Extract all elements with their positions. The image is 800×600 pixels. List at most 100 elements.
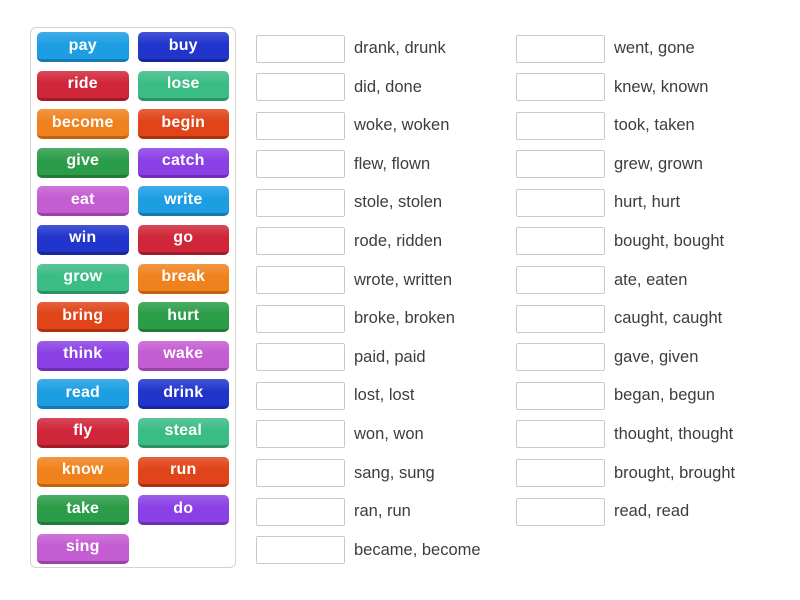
pair-row: flew, flown bbox=[256, 149, 481, 180]
word-tile-eat[interactable]: eat bbox=[37, 186, 129, 217]
pair-label: drank, drunk bbox=[354, 39, 446, 57]
pair-label: grew, grown bbox=[614, 154, 703, 173]
answer-slot[interactable] bbox=[516, 343, 605, 372]
word-tile-buy[interactable]: buy bbox=[137, 32, 229, 62]
word-tile-break[interactable]: break bbox=[137, 263, 229, 294]
answer-slot[interactable] bbox=[256, 497, 345, 526]
answer-slot[interactable] bbox=[516, 150, 605, 179]
answer-slot[interactable] bbox=[516, 497, 605, 526]
pair-label: gave, given bbox=[614, 347, 699, 366]
pair-label: flew, flown bbox=[354, 154, 431, 173]
pair-row: stole, stolen bbox=[256, 187, 481, 218]
word-tile-drink[interactable]: drink bbox=[137, 379, 229, 410]
answer-slot[interactable] bbox=[516, 266, 605, 295]
answer-slot[interactable] bbox=[256, 266, 345, 295]
pair-row: broke, broken bbox=[256, 303, 481, 334]
pair-label: brought, brought bbox=[614, 463, 736, 482]
pair-row: read, read bbox=[516, 496, 735, 527]
word-tile-win[interactable]: win bbox=[37, 224, 129, 255]
pair-row: began, begun bbox=[516, 380, 735, 411]
word-tile-know[interactable]: know bbox=[37, 456, 129, 487]
answer-slot[interactable] bbox=[516, 111, 605, 140]
word-tile-begin[interactable]: begin bbox=[137, 109, 229, 140]
pair-label: rode, ridden bbox=[354, 231, 443, 250]
word-tile-give[interactable]: give bbox=[37, 147, 129, 178]
pair-label: sang, sung bbox=[354, 463, 435, 482]
pair-label: took, taken bbox=[614, 116, 695, 135]
pair-row: became, become bbox=[256, 535, 481, 566]
word-tile-catch[interactable]: catch bbox=[137, 147, 229, 178]
answer-slot[interactable] bbox=[516, 459, 605, 488]
pair-row: brought, brought bbox=[516, 458, 735, 489]
word-tile-panel: pay buy ride lose become begin give catch eat wri… bbox=[30, 27, 236, 568]
pair-row: gave, given bbox=[516, 342, 735, 373]
answer-slot[interactable] bbox=[516, 34, 605, 63]
answer-slot[interactable] bbox=[516, 381, 605, 410]
pair-label: woke, woken bbox=[354, 116, 450, 135]
answer-slot[interactable] bbox=[516, 227, 605, 256]
word-tile-read[interactable]: read bbox=[37, 379, 129, 410]
word-tile-hurt[interactable]: hurt bbox=[137, 302, 229, 333]
word-tile-run[interactable]: run bbox=[137, 456, 229, 487]
word-tile-write[interactable]: write bbox=[137, 186, 229, 217]
word-tile-sing[interactable]: sing bbox=[37, 533, 129, 564]
pair-label: lost, lost bbox=[354, 386, 415, 405]
word-tile-do[interactable]: do bbox=[137, 495, 229, 526]
answer-slot[interactable] bbox=[516, 304, 605, 333]
answer-slot[interactable] bbox=[256, 536, 345, 565]
pair-row: went, gone bbox=[516, 33, 735, 64]
pair-label: bought, bought bbox=[614, 231, 725, 250]
word-tile-go[interactable]: go bbox=[137, 224, 229, 255]
word-tile-fly[interactable]: fly bbox=[37, 417, 129, 448]
pair-row: grew, grown bbox=[516, 149, 735, 180]
answer-slot[interactable] bbox=[256, 304, 345, 333]
pair-label: knew, known bbox=[614, 77, 709, 96]
pair-row: knew, known bbox=[516, 72, 735, 103]
word-tile-become[interactable]: become bbox=[37, 109, 129, 140]
pair-label: wrote, written bbox=[354, 270, 453, 289]
pair-label: caught, caught bbox=[614, 309, 723, 328]
answer-slot[interactable] bbox=[256, 150, 345, 179]
pair-label: ran, run bbox=[354, 502, 411, 521]
pair-row: paid, paid bbox=[256, 342, 481, 373]
answer-slot[interactable] bbox=[256, 227, 345, 256]
word-tile-wake[interactable]: wake bbox=[137, 340, 229, 371]
pair-label: went, gone bbox=[614, 39, 695, 57]
word-tile-think[interactable]: think bbox=[37, 340, 129, 371]
pair-row: won, won bbox=[256, 419, 481, 450]
answer-slot[interactable] bbox=[256, 343, 345, 372]
answer-slot[interactable] bbox=[256, 111, 345, 140]
pair-row: ate, eaten bbox=[516, 265, 735, 296]
pair-row: thought, thought bbox=[516, 419, 735, 450]
word-tile-grow[interactable]: grow bbox=[37, 263, 129, 294]
pair-label: paid, paid bbox=[354, 347, 426, 366]
pair-row: lost, lost bbox=[256, 380, 481, 411]
word-tile-steal[interactable]: steal bbox=[137, 417, 229, 448]
word-tile-take[interactable]: take bbox=[37, 495, 129, 526]
word-tile-ride[interactable]: ride bbox=[37, 70, 129, 101]
answer-slot[interactable] bbox=[516, 73, 605, 102]
answer-slot[interactable] bbox=[256, 73, 345, 102]
pair-row: woke, woken bbox=[256, 110, 481, 141]
answer-column-1: drank, drunk did, done woke, woken flew, fl… bbox=[256, 33, 481, 566]
pair-label: became, become bbox=[354, 540, 481, 559]
answer-slot[interactable] bbox=[256, 459, 345, 488]
pair-row: took, taken bbox=[516, 110, 735, 141]
word-tile-pay[interactable]: pay bbox=[37, 32, 129, 62]
pair-label: ate, eaten bbox=[614, 270, 688, 289]
answer-slot[interactable] bbox=[256, 188, 345, 217]
answer-slot[interactable] bbox=[516, 188, 605, 217]
pair-row: caught, caught bbox=[516, 303, 735, 334]
answer-slot[interactable] bbox=[256, 381, 345, 410]
pair-label: stole, stolen bbox=[354, 193, 443, 212]
answer-slot[interactable] bbox=[516, 420, 605, 449]
pair-row: hurt, hurt bbox=[516, 187, 735, 218]
pair-label: began, begun bbox=[614, 386, 715, 405]
pair-label: thought, thought bbox=[614, 424, 734, 443]
word-tile-lose[interactable]: lose bbox=[137, 70, 229, 101]
pair-label: hurt, hurt bbox=[614, 193, 681, 212]
word-tile-bring[interactable]: bring bbox=[37, 302, 129, 333]
answer-slot[interactable] bbox=[256, 34, 345, 63]
answer-slot[interactable] bbox=[256, 420, 345, 449]
